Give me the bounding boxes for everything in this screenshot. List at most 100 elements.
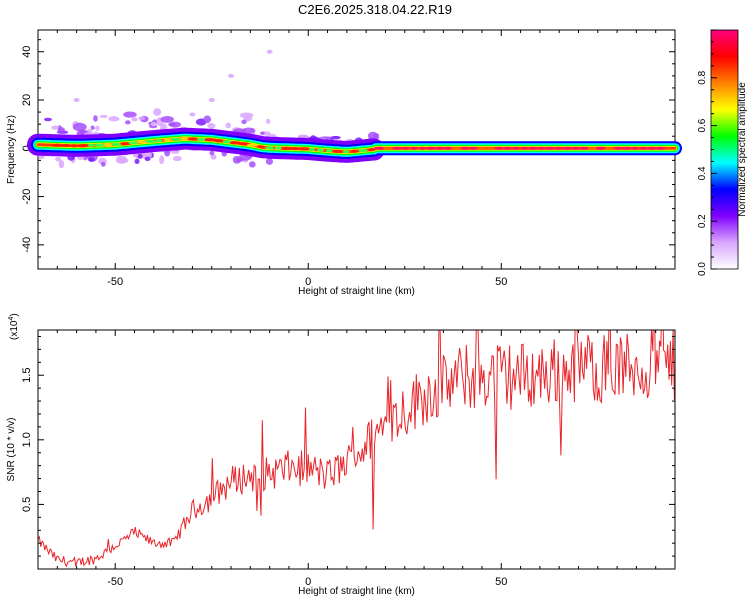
- heatmap-peak: [111, 142, 123, 147]
- heatmap-noise: [43, 117, 52, 122]
- heatmap-peak: [144, 139, 157, 143]
- heatmap-peak: [614, 146, 622, 150]
- heatmap-peak: [374, 146, 386, 150]
- heatmap-peak: [222, 140, 232, 144]
- heatmap-noise: [208, 98, 215, 103]
- y-tick-label: 1.5: [21, 368, 33, 383]
- heatmap-peak: [655, 146, 666, 150]
- heatmap-peak: [469, 146, 478, 150]
- heatmap-peak: [570, 146, 580, 150]
- y-tick-label: 40: [21, 46, 33, 58]
- heatmap-peak: [342, 150, 350, 154]
- colorbar-tick-label: 0.0: [697, 262, 708, 276]
- heatmap-noise: [210, 154, 217, 160]
- x-axis-label: Height of straight line (km): [298, 586, 415, 597]
- heatmap-peak: [544, 146, 556, 150]
- heatmap-peak: [537, 146, 546, 150]
- heatmap-noise: [232, 155, 242, 164]
- heatmap-peak: [213, 139, 224, 143]
- heatmap-peak: [392, 146, 402, 150]
- heatmap-peak: [291, 147, 299, 151]
- snr-panel: -50 0 50 0.5 1.0 1.5 Height of straight line (…: [6, 313, 676, 597]
- y-axis-label: Frequency (Hz): [6, 115, 17, 184]
- heatmap-noise: [88, 157, 95, 162]
- heatmap-noise: [172, 155, 182, 162]
- heatmap-peak: [382, 146, 395, 150]
- heatmap-noise: [134, 158, 140, 164]
- heatmap-peak: [358, 148, 368, 153]
- heatmap-peak: [51, 143, 63, 147]
- heatmap-peak: [401, 146, 410, 150]
- snr-frame: [37, 329, 676, 570]
- colorbar-tick-label: 0.6: [697, 118, 708, 132]
- heatmap-peak: [258, 145, 265, 149]
- colorbar-tick-label: 0.8: [697, 70, 708, 84]
- heatmap-noise: [150, 122, 157, 127]
- heatmap-noise: [159, 155, 165, 165]
- heatmap-noise: [248, 161, 256, 168]
- heatmap-peak: [87, 143, 95, 148]
- y-scale-label: (x104): [8, 313, 20, 340]
- heatmap-noise: [137, 153, 143, 159]
- heatmap-noise: [239, 112, 254, 119]
- heatmap-noise: [131, 117, 138, 122]
- heatmap-peak: [520, 146, 529, 150]
- heatmap-noise: [95, 125, 100, 131]
- heatmap-peak: [554, 146, 563, 150]
- heatmap-peak: [281, 146, 293, 150]
- x-tick-label: -50: [107, 276, 123, 288]
- colorbar-tick-label: 0.2: [697, 214, 708, 228]
- heatmap-peak: [604, 146, 614, 150]
- heatmap-peak: [61, 143, 70, 148]
- heatmap-peak: [180, 137, 190, 141]
- heatmap-peak: [631, 146, 639, 150]
- y-tick-label: 20: [21, 94, 33, 106]
- heatmap-noise: [203, 115, 212, 124]
- heatmap-noise: [331, 135, 341, 140]
- y-tick-label: -40: [21, 237, 33, 253]
- snr-line: [38, 330, 675, 568]
- heatmap-noise: [72, 122, 87, 132]
- heatmap-peak: [70, 144, 78, 148]
- heatmap-peak: [196, 137, 207, 141]
- y-tick-label: 1.0: [21, 432, 33, 447]
- heatmap-noise: [138, 116, 146, 121]
- heatmap-peak: [478, 146, 486, 150]
- heatmap-noise: [99, 114, 108, 119]
- heatmap-peak: [443, 146, 453, 150]
- heatmap-noise: [167, 122, 176, 126]
- heatmap-peak: [502, 146, 513, 150]
- heatmap-peak: [512, 146, 520, 150]
- heatmap-peak: [77, 144, 88, 148]
- heatmap-peak: [332, 149, 343, 153]
- heatmap-peak: [528, 146, 538, 150]
- heatmap-noise: [260, 131, 265, 135]
- heatmap-peak: [639, 146, 648, 150]
- x-axis-label: Height of straight line (km): [298, 286, 415, 297]
- heatmap-peak: [274, 146, 282, 150]
- heatmap-peak: [308, 147, 316, 151]
- heatmap-peak: [163, 138, 173, 142]
- y-tick-label: 0: [21, 145, 33, 151]
- heatmap-noise: [225, 122, 232, 129]
- heatmap-noise: [164, 149, 171, 157]
- heatmap-peak: [94, 143, 106, 147]
- colorbar: 0.0 0.2 0.4 0.6 0.8 Normalized spectral ampli…: [697, 29, 748, 276]
- heatmap-peak: [595, 146, 606, 150]
- heatmap-noise: [228, 73, 235, 78]
- heatmap-noise: [266, 118, 271, 124]
- heatmap-noise: [73, 98, 80, 103]
- heatmap-peak: [419, 146, 426, 150]
- heatmap-noise: [125, 120, 131, 125]
- x-tick-label: -50: [107, 576, 123, 588]
- heatmap-peak: [351, 149, 358, 153]
- heatmap-peak: [561, 146, 573, 150]
- y-tick-label: 0.5: [21, 497, 33, 512]
- colorbar-tick-label: 0.4: [697, 166, 708, 180]
- heatmap-panel: -50 0 50 -40 -20 0 20 40 Height of straight line…: [6, 29, 676, 297]
- heatmap-peak: [451, 146, 462, 150]
- heatmap-noise: [144, 156, 151, 162]
- heatmap-noise: [100, 161, 106, 167]
- heatmap-peak: [103, 143, 113, 147]
- heatmap-peak: [578, 146, 590, 150]
